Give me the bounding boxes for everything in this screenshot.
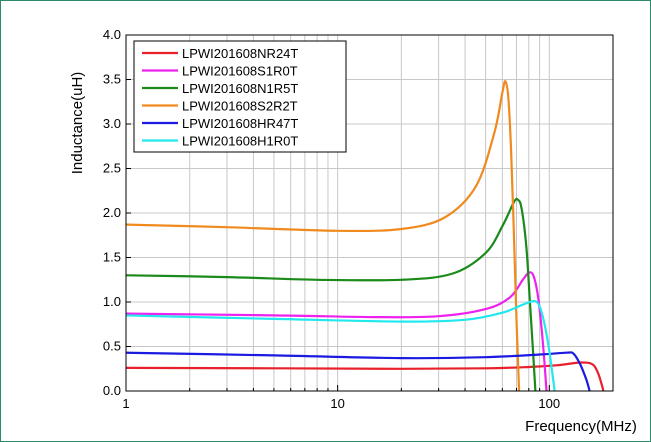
series-line-LPWI201608N1R5T <box>125 197 537 392</box>
x-tick-label: 100 <box>538 396 560 411</box>
x-tick-label: 10 <box>330 396 344 411</box>
series-line-LPWI201608HR47T <box>125 351 591 392</box>
axis-ticks: 0.0 0.5 1.0 1.5 2.0 2.5 3.0 3.5 4.0 1 10 100 <box>103 27 614 411</box>
x-tick-label: 1 <box>122 396 129 411</box>
legend-box <box>133 40 347 153</box>
y-tick-label: 2.5 <box>103 161 121 176</box>
y-axis-label: Inductance(uH) <box>69 72 86 175</box>
x-axis-label: Frequency(MHz) <box>525 418 637 435</box>
y-tick-label: 4.0 <box>103 27 121 42</box>
legend-entry: LPWI201608HR47T <box>182 116 298 131</box>
series-line-LPWI201608S2R2T <box>125 80 521 392</box>
legend-entry: LPWI201608S2R2T <box>182 99 298 114</box>
series-line-LPWI201608NR24T <box>125 361 605 392</box>
series-line-LPWI201608H1R0T <box>125 299 556 392</box>
legend-entry: LPWI201608H1R0T <box>182 134 298 149</box>
y-tick-label: 3.5 <box>103 72 121 87</box>
y-tick-label: 0.5 <box>103 339 121 354</box>
y-tick-label: 0.0 <box>103 383 121 398</box>
y-tick-label: 1.0 <box>103 294 121 309</box>
legend: LPWI201608NR24T LPWI201608S1R0T LPWI201608… <box>133 40 347 153</box>
y-tick-label: 3.0 <box>103 116 121 131</box>
series-line-LPWI201608S1R0T <box>125 271 548 392</box>
y-tick-label: 1.5 <box>103 250 121 265</box>
legend-entry: LPWI201608S1R0T <box>182 64 298 79</box>
legend-entry: LPWI201608N1R5T <box>182 81 298 96</box>
y-tick-label: 2.0 <box>103 205 121 220</box>
legend-entry: LPWI201608NR24T <box>182 46 298 61</box>
series-curves <box>125 80 605 392</box>
